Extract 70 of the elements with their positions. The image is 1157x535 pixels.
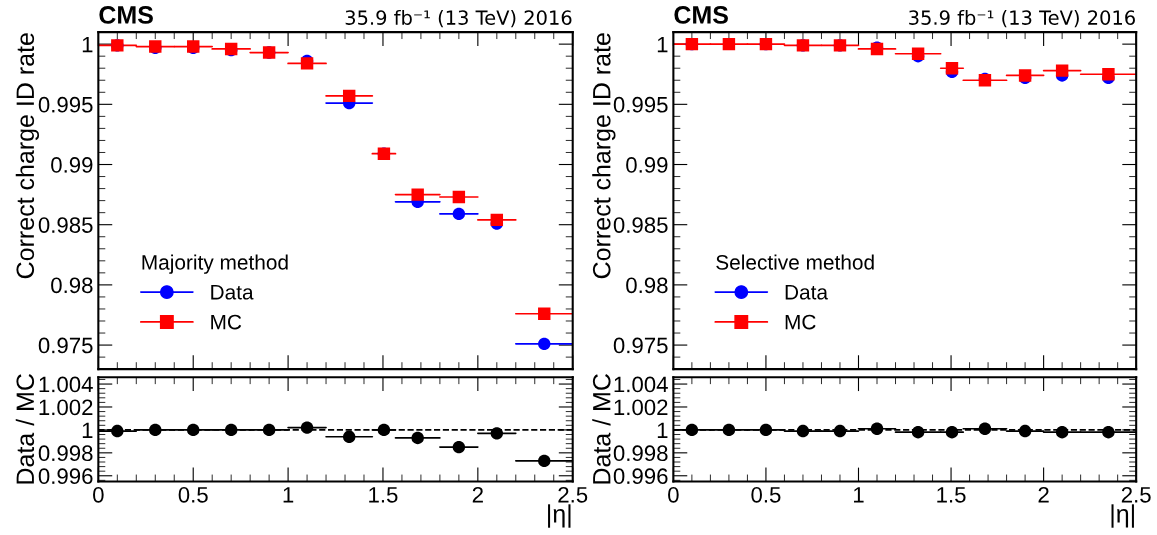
point	[1055, 64, 1069, 77]
text: CMS	[674, 6, 728, 24]
x-tick-label: 2	[472, 486, 483, 503]
y-tick-label: 1.004	[39, 376, 93, 393]
point	[224, 423, 238, 437]
x-tick-label: 2	[1038, 486, 1049, 503]
point	[149, 423, 162, 437]
point	[722, 37, 736, 51]
y-tick-label: 0.975	[38, 337, 93, 354]
text: 35.9 fb⁻¹ (13 TeV) 2016	[345, 9, 572, 28]
y-tick-label: 0.985	[38, 217, 93, 233]
x-tick-label: 1	[854, 487, 864, 503]
point	[377, 423, 391, 437]
text: CMS	[99, 6, 153, 24]
legend-title: Selective method	[716, 254, 874, 270]
point	[538, 307, 551, 320]
legend-label: Data	[785, 285, 829, 300]
legend-title: Majority method	[142, 254, 288, 274]
x-tick-label: 1	[283, 487, 294, 503]
x-tick-label: 0.5	[751, 486, 781, 503]
point	[187, 423, 200, 437]
y-tick-label: 1	[82, 422, 93, 438]
x-axis-title: |η|	[548, 504, 571, 528]
y-tick-label: 1.002	[39, 399, 93, 416]
y-tick-label: 0.98	[626, 277, 668, 294]
point	[342, 89, 356, 103]
point	[452, 440, 466, 454]
text: 35.9 fb⁻¹ (13 TeV) 2016	[909, 9, 1135, 28]
y-axis-title: Data / MC	[15, 374, 35, 484]
point	[452, 207, 466, 221]
y-tick-label: 0.99	[626, 157, 668, 173]
point	[262, 423, 276, 437]
x-tick-label: 1.5	[369, 487, 398, 503]
y-tick-label: 0.996	[38, 468, 93, 485]
point	[452, 190, 466, 204]
y-tick-label: 0.998	[613, 445, 668, 462]
point	[411, 431, 424, 445]
x-tick-label: 1.5	[937, 487, 966, 503]
point	[111, 424, 124, 438]
legend-label: MC	[785, 314, 816, 330]
y-tick-label: 0.995	[613, 96, 668, 113]
y-tick-label: 1	[82, 36, 93, 53]
point	[538, 337, 551, 351]
legend-label: MC	[211, 314, 242, 330]
x-tick-label: 2.5	[558, 486, 588, 503]
point	[538, 454, 551, 468]
point	[300, 421, 314, 434]
point	[411, 188, 424, 201]
point	[945, 62, 959, 75]
x-tick-label: 0	[668, 486, 679, 503]
y-tick-label: 1	[657, 422, 668, 438]
y-tick-label: 1.002	[614, 399, 668, 416]
legend-label: Data	[211, 285, 254, 300]
point	[490, 213, 504, 227]
y-tick-label: 0.99	[51, 157, 93, 173]
y-tick-label: 0.996	[613, 468, 668, 485]
y-axis-title: Data / MC	[592, 374, 611, 484]
y-tick-label: 0.975	[613, 337, 668, 354]
point	[342, 430, 356, 443]
point	[1102, 68, 1115, 81]
y-tick-label: 0.98	[51, 277, 93, 294]
x-tick-label: 0.5	[178, 486, 208, 503]
x-tick-label: 0	[93, 486, 104, 503]
x-axis-title: |η|	[1111, 504, 1134, 528]
y-tick-label: 1.004	[614, 376, 668, 393]
y-tick-label: 0.998	[38, 445, 93, 462]
y-tick-label: 0.995	[38, 96, 93, 113]
x-tick-label: 2.5	[1121, 486, 1151, 503]
y-tick-label: 1	[657, 36, 668, 53]
point	[490, 427, 504, 440]
